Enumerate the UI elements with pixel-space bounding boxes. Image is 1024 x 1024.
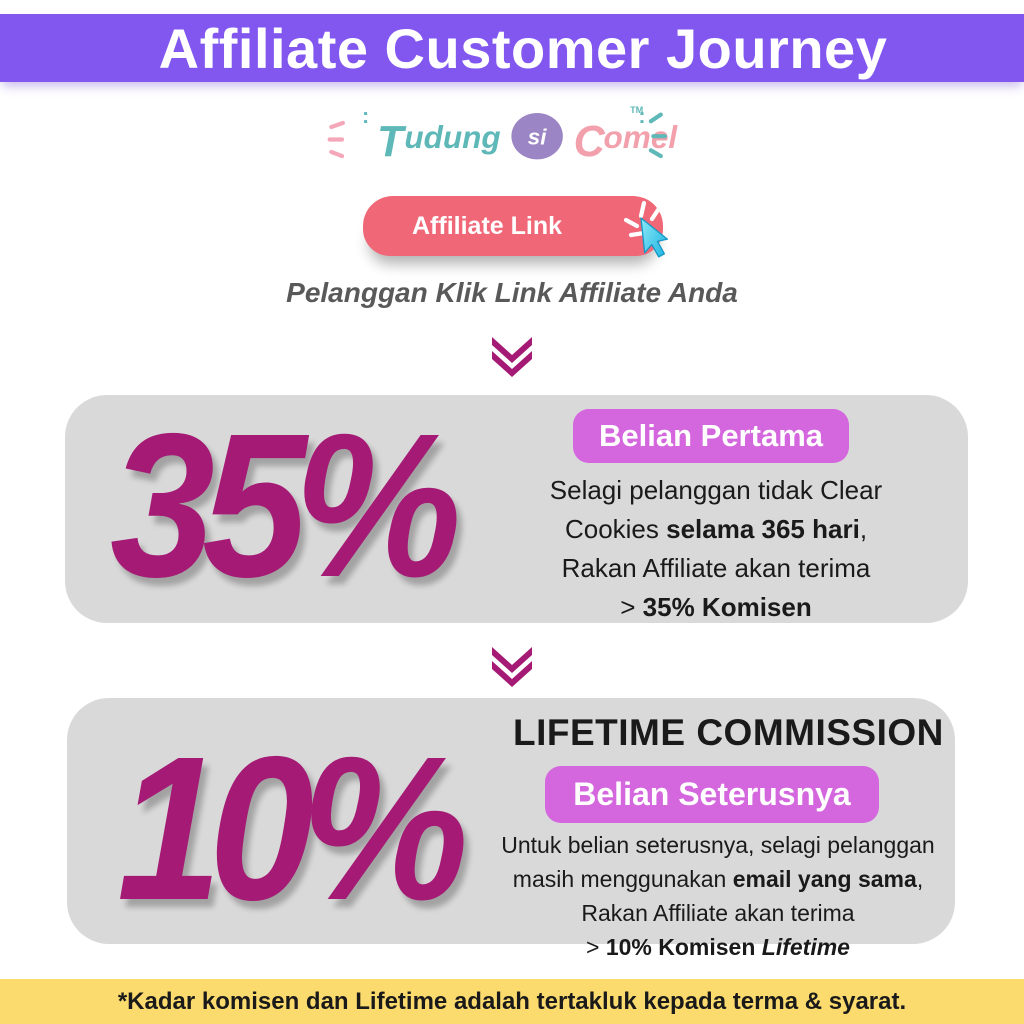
svg-text:T: T (377, 118, 407, 166)
svg-text:udung: udung (404, 119, 500, 155)
svg-text:si: si (528, 124, 547, 149)
svg-text::: : (362, 103, 369, 128)
svg-text::: : (638, 103, 645, 128)
svg-text:C: C (574, 118, 606, 166)
